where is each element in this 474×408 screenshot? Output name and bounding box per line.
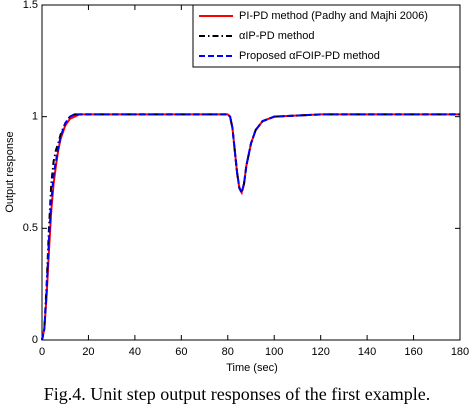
legend-label: PI-PD method (Padhy and Majhi 2006) [239, 10, 428, 22]
legend-box [192, 4, 461, 68]
y-tick-label: 0 [32, 334, 38, 346]
x-tick-label: 180 [451, 346, 469, 358]
x-tick-label: 120 [311, 346, 329, 358]
x-tick-label: 100 [265, 346, 283, 358]
legend-label: Proposed αFOIP-PD method [239, 50, 380, 62]
series-line [41, 113, 460, 341]
x-tick-label: 160 [404, 346, 422, 358]
caption: Fig.4. Unit step output responses of the… [44, 384, 430, 404]
x-tick-label: 60 [175, 346, 187, 358]
x-tick-label: 20 [82, 346, 94, 358]
x-axis-label: Time (sec) [226, 362, 278, 374]
x-tick-label: 40 [129, 346, 141, 358]
y-tick-label: 1 [32, 111, 38, 123]
x-tick-label: 0 [39, 346, 45, 358]
y-axis-label: Output response [4, 131, 16, 212]
legend-label: αIP-PD method [239, 30, 314, 42]
x-tick-label: 140 [358, 346, 376, 358]
y-tick-label: 0.5 [23, 222, 38, 234]
y-tick-label: 1.5 [23, 0, 38, 11]
x-tick-label: 80 [222, 346, 234, 358]
